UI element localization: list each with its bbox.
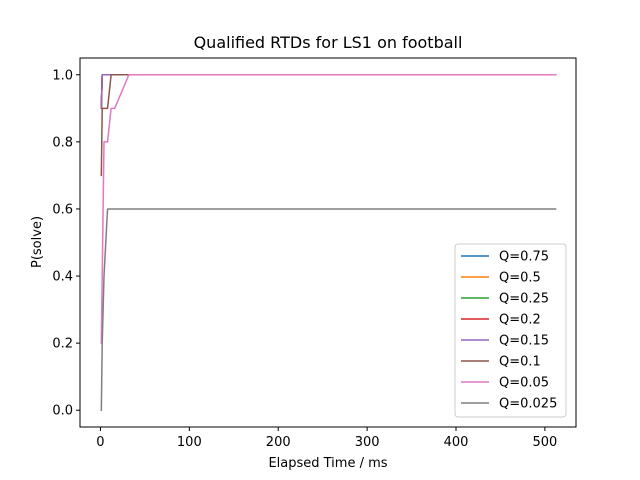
y-tick-label: 0.2 [52,337,73,352]
chart-title: Qualified RTDs for LS1 on football [194,33,463,52]
x-tick-label: 400 [444,435,469,450]
series-line-7 [100,208,557,411]
legend-label: Q=0.25 [499,292,549,307]
y-tick-label: 0.8 [52,135,73,150]
legend-label: Q=0.025 [499,397,557,412]
series-line-0 [100,74,557,110]
x-tick-label: 500 [532,435,557,450]
legend-label: Q=0.5 [499,271,541,286]
x-tick-label: 100 [177,435,202,450]
x-axis-label: Elapsed Time / ms [268,456,387,471]
legend-box [454,243,567,418]
y-tick-label: 0.6 [52,202,73,217]
x-tick-label: 200 [266,435,291,450]
series-line-5 [100,74,557,177]
x-tick-label: 300 [355,435,380,450]
plot-area [100,74,557,411]
legend-label: Q=0.15 [499,334,549,349]
series-line-1 [100,74,557,110]
axes-frame [79,57,577,428]
x-tick-label: 0 [96,435,104,450]
legend-label: Q=0.05 [499,376,549,391]
series-line-4 [100,74,557,110]
x-axis: 0 100 200 300 400 500 [96,427,557,450]
y-axis-label: P(solve) [30,216,45,268]
y-tick-label: 1.0 [52,68,73,83]
series-line-6 [100,74,557,344]
series-line-3 [100,74,557,110]
legend-label: Q=0.75 [499,250,549,265]
legend: Q=0.75 Q=0.5 Q=0.25 Q=0.2 Q=0.15 Q=0.1 Q=0.05 Q… [454,243,567,418]
y-axis: 0.0 0.2 0.4 0.6 0.8 1.0 [52,68,80,419]
y-tick-label: 0.0 [52,404,73,419]
legend-label: Q=0.2 [499,313,541,328]
y-tick-label: 0.4 [52,270,73,285]
legend-label: Q=0.1 [499,355,541,370]
series-line-2 [100,74,557,110]
